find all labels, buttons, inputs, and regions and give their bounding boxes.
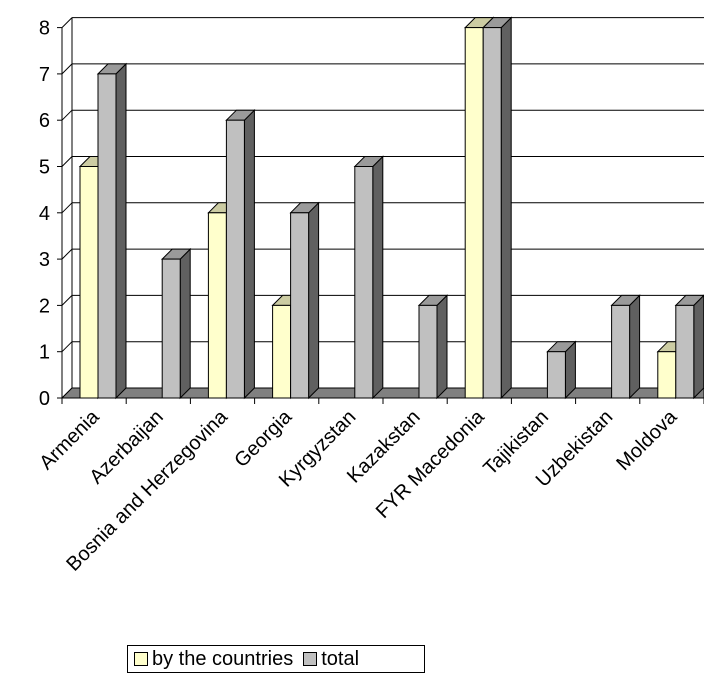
y-tick-label-1: 1 xyxy=(39,342,50,364)
bar-azerbaijan-total xyxy=(160,247,192,400)
legend-swatch-total xyxy=(303,652,318,666)
bar-side xyxy=(500,16,512,400)
bar-tajikistan-total xyxy=(546,340,577,400)
x-label-fyr-macedonia: FYR Macedonia xyxy=(372,405,490,523)
y-tick-label-6: 6 xyxy=(39,110,50,132)
y-tick-label-8: 8 xyxy=(39,18,50,40)
gridline-side xyxy=(61,17,73,28)
bar-front xyxy=(290,212,310,399)
bar-moldova-total xyxy=(674,294,704,400)
legend-item-total: total xyxy=(303,648,359,671)
gridline-side xyxy=(61,156,73,167)
y-tick-label-5: 5 xyxy=(39,157,50,179)
legend-label-by-the-countries: by the countries xyxy=(152,647,294,670)
bar-bosnia-and-herzegovina-total xyxy=(225,108,256,400)
y-tick-label-2: 2 xyxy=(39,295,50,317)
bar-uzbekistan-total xyxy=(610,294,641,400)
bar-front xyxy=(79,166,99,399)
bar-side xyxy=(436,294,448,400)
legend-swatch-by-the-countries xyxy=(134,652,148,666)
bar-side xyxy=(629,294,641,400)
bar-front xyxy=(418,304,438,399)
bar-front xyxy=(657,351,677,399)
bar-side xyxy=(243,108,255,400)
y-tick-label-0: 0 xyxy=(39,388,50,410)
x-label-moldova: Moldova xyxy=(612,405,682,475)
gridline-side xyxy=(61,202,73,214)
bar-side xyxy=(115,62,127,400)
bar-front xyxy=(354,166,374,399)
bar-side xyxy=(693,294,704,400)
bar-front xyxy=(546,351,566,399)
bar-front xyxy=(161,258,181,399)
bar-front xyxy=(272,304,292,399)
bar-front xyxy=(482,27,502,399)
bars xyxy=(78,16,704,400)
bar-georgia-total xyxy=(289,201,320,400)
bar-side xyxy=(179,247,191,400)
gridline-side xyxy=(61,295,73,306)
bar-kazakstan-total xyxy=(417,294,449,400)
gridline-side xyxy=(61,63,73,75)
legend-label-total: total xyxy=(321,647,360,670)
y-tick-label-7: 7 xyxy=(39,64,50,86)
bar-front xyxy=(225,119,245,399)
bar-side xyxy=(372,155,384,400)
bar-front xyxy=(97,73,117,399)
bar-front xyxy=(611,304,631,399)
gridline-side xyxy=(61,341,73,353)
bar-armenia-total xyxy=(96,62,128,400)
bar-kyrgyzstan-total xyxy=(353,155,385,400)
gridline-side xyxy=(61,109,73,121)
bar-side xyxy=(308,201,320,400)
bar-fyr-macedonia-total xyxy=(481,16,513,400)
chart-floor xyxy=(60,387,704,399)
y-tick-label-4: 4 xyxy=(39,203,50,225)
y-tick-label-3: 3 xyxy=(39,249,50,271)
x-label-georgia: Georgia xyxy=(230,405,296,471)
legend-item-by-the-countries: by the countries xyxy=(134,648,293,671)
legend: by the countries total xyxy=(127,645,425,673)
bar-front xyxy=(207,212,227,399)
bar-front xyxy=(464,27,484,399)
bar-front xyxy=(675,304,695,399)
gridline-side xyxy=(61,248,73,260)
